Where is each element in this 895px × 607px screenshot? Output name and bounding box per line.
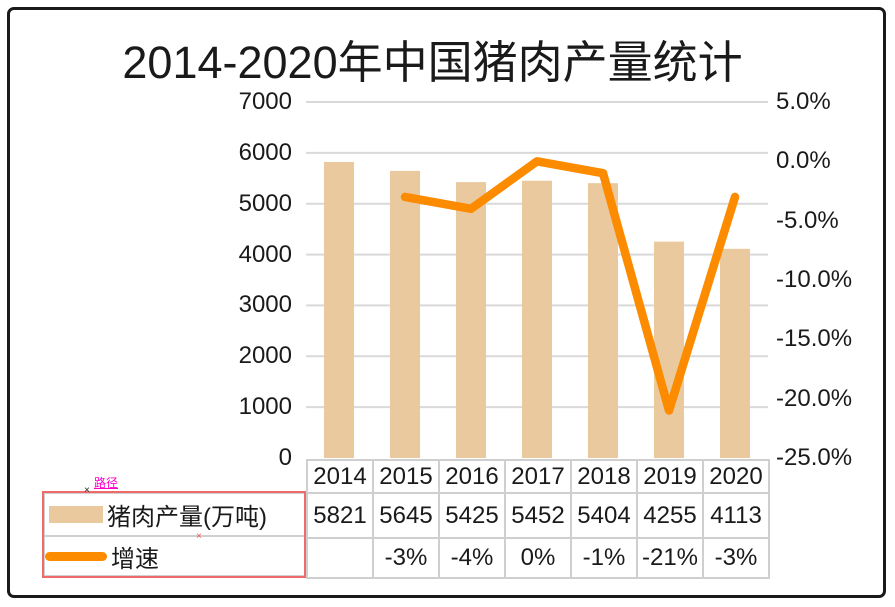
legend-production: 猪肉产量(万吨) — [43, 492, 306, 537]
legend-growth: 增速 — [43, 537, 306, 577]
left-axis-tick: 3000 — [238, 291, 292, 319]
left-axis-tick: 1000 — [238, 393, 292, 421]
left-axis-tick: 7000 — [238, 88, 292, 115]
growth-cell-2016: -4% — [440, 539, 506, 579]
growth-cell-2019: -21% — [638, 539, 704, 579]
bar-series-swatch — [49, 506, 103, 523]
year-cell-2015: 2015 — [374, 461, 440, 494]
legend-growth-label: 增速 — [111, 545, 159, 573]
chart-title: 2014-2020年中国猪肉产量统计 — [122, 37, 743, 88]
line-series-swatch — [45, 551, 107, 561]
right-axis-tick: -5.0% — [776, 206, 839, 234]
data-table: 2014 2015 2016 2017 2018 2019 2020 5821 5645 5425… — [306, 459, 770, 579]
growth-cell-2015: -3% — [374, 539, 440, 579]
right-axis-tick: 5.0% — [776, 88, 831, 115]
year-cell-2014: 2014 — [308, 461, 374, 494]
production-cell-2015: 5645 — [374, 494, 440, 539]
right-axis-tick: -10.0% — [776, 266, 853, 293]
growth-cell-2017: 0% — [506, 539, 572, 579]
left-axis-tick: 0 — [278, 444, 292, 471]
year-cell-2020: 2020 — [704, 461, 770, 494]
outer-border — [7, 7, 886, 598]
production-cell-2018: 5404 — [572, 494, 638, 539]
year-cell-2017: 2017 — [506, 461, 572, 494]
year-cell-2019: 2019 — [638, 461, 704, 494]
growth-cell-2020: -3% — [704, 539, 770, 579]
production-cell-2017: 5452 — [506, 494, 572, 539]
growth-cell-2018: -1% — [572, 539, 638, 579]
right-axis-tick: -20.0% — [776, 384, 853, 412]
x-marker-black: × — [84, 485, 90, 496]
path-annotation-label: 路径 — [94, 476, 119, 490]
right-axis-tick: -15.0% — [776, 325, 853, 353]
production-cell-2016: 5425 — [440, 494, 506, 539]
growth-cell-2014 — [308, 539, 374, 579]
left-axis-tick: 2000 — [238, 342, 292, 370]
production-cell-2019: 4255 — [638, 494, 704, 539]
year-cell-2018: 2018 — [572, 461, 638, 494]
year-cell-2016: 2016 — [440, 461, 506, 494]
x-marker-red: × — [196, 531, 202, 542]
left-axis-tick: 5000 — [238, 189, 292, 217]
right-axis-tick: -25.0% — [776, 444, 853, 471]
left-axis-tick: 6000 — [238, 138, 292, 166]
legend-production-label: 猪肉产量(万吨) — [107, 504, 267, 531]
production-cell-2020: 4113 — [704, 494, 770, 539]
production-cell-2014: 5821 — [308, 494, 374, 539]
right-axis-tick: 0.0% — [776, 147, 831, 175]
left-axis-tick: 4000 — [238, 240, 292, 268]
